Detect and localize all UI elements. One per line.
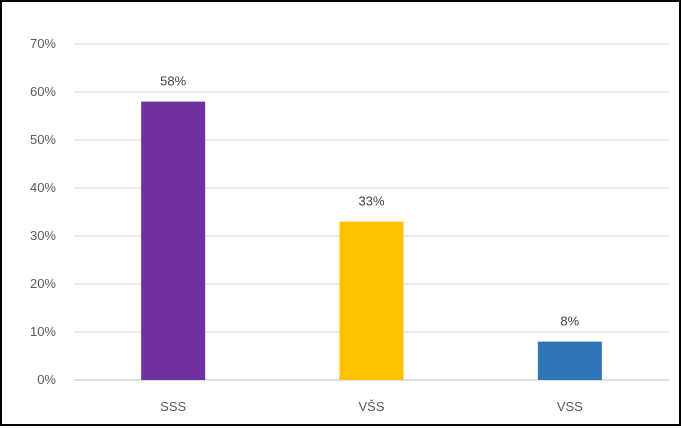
y-tick-label: 70% — [30, 36, 56, 51]
y-tick-label: 20% — [30, 276, 56, 291]
bar-vss — [537, 341, 602, 380]
y-tick-label: 40% — [30, 180, 56, 195]
category-label: SSS — [160, 399, 186, 414]
bar-sss — [141, 101, 206, 380]
y-tick-label: 60% — [30, 84, 56, 99]
y-tick-label: 0% — [37, 372, 56, 387]
y-tick-label: 30% — [30, 228, 56, 243]
category-label: VSS — [557, 399, 583, 414]
x-axis-category-labels: SSS VŠS VSS — [160, 399, 583, 414]
bars — [141, 101, 602, 380]
data-labels: 58% 33% 8% — [160, 74, 580, 329]
data-label: 58% — [160, 74, 186, 89]
data-label: 8% — [560, 314, 579, 329]
bar-všs — [339, 221, 404, 380]
y-tick-label: 10% — [30, 324, 56, 339]
category-label: VŠS — [358, 399, 384, 414]
y-axis-tick-labels: 0% 10% 20% 30% 40% 50% 60% 70% — [30, 36, 56, 387]
data-label: 33% — [358, 194, 384, 209]
y-tick-label: 50% — [30, 132, 56, 147]
